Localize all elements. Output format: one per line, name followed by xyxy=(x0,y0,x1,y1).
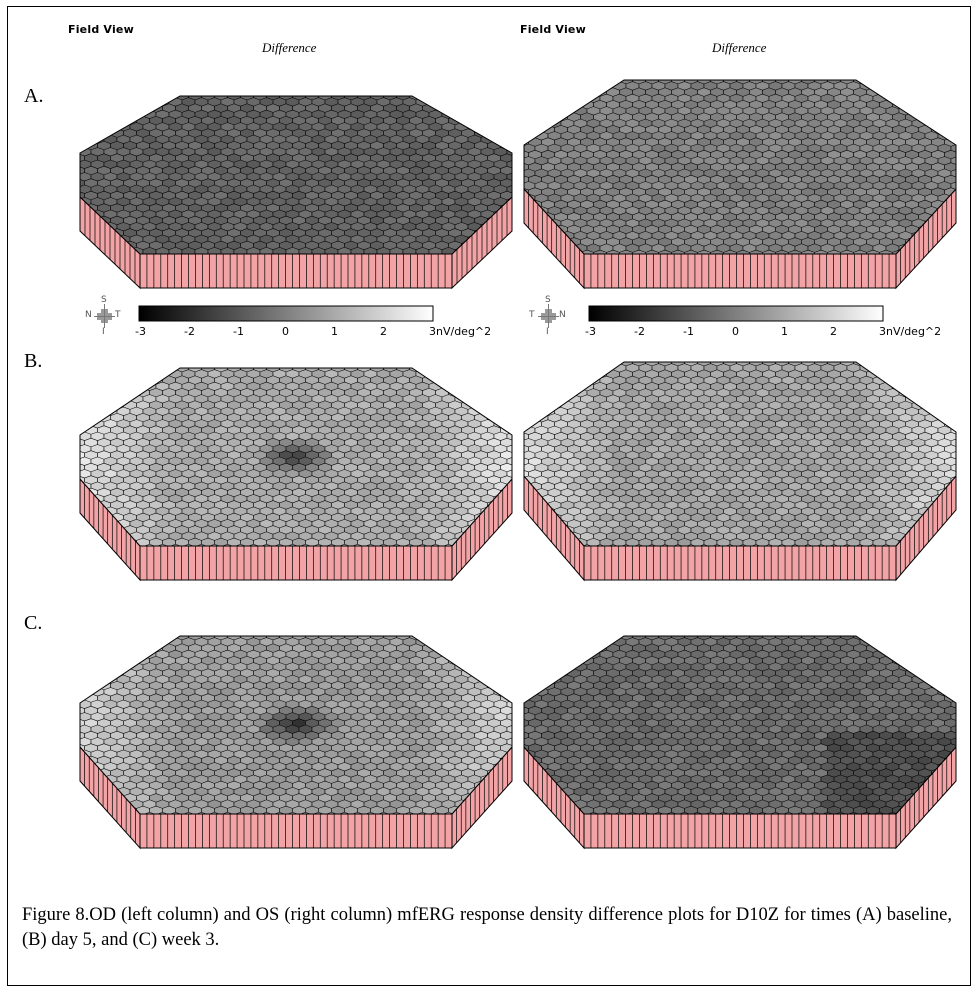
colorbar-tick: -1 xyxy=(233,325,244,338)
compass-right-bottom: I xyxy=(546,327,549,337)
colorbar-left xyxy=(138,305,434,322)
colorbar-gradient xyxy=(138,305,434,322)
plot-b-od xyxy=(79,367,513,582)
colorbar-tick: -1 xyxy=(683,325,694,338)
plot-b-os xyxy=(523,361,957,582)
colorbar-gradient xyxy=(588,305,884,322)
compass-left-bottom: I xyxy=(102,327,105,337)
colorbar-tick: -2 xyxy=(184,325,195,338)
compass-cross-icon xyxy=(94,304,115,328)
compass-left-left: N xyxy=(85,310,92,320)
colorbar-tick: 1 xyxy=(331,325,338,338)
plot-a-od xyxy=(79,95,513,290)
compass-right-left: T xyxy=(529,310,535,320)
compass-right-right: N xyxy=(559,310,566,320)
colorbar-tick: 0 xyxy=(282,325,289,338)
difference-label-right: Difference xyxy=(712,40,767,55)
row-label-c: C. xyxy=(24,612,43,634)
colorbar-tick: 2 xyxy=(830,325,837,338)
compass-left: S I N T xyxy=(85,295,122,337)
colorbar-tick: -3 xyxy=(585,325,596,338)
compass-left-top: S xyxy=(101,295,107,305)
field-view-label-right: Field View xyxy=(520,23,586,36)
colorbar-tick: -3 xyxy=(135,325,146,338)
difference-label-left: Difference xyxy=(262,40,317,55)
row-label-b: B. xyxy=(24,350,43,372)
field-view-label-left: Field View xyxy=(68,23,134,36)
compass-cross-icon xyxy=(538,304,559,328)
plot-c-os xyxy=(523,635,957,850)
plot-c-od xyxy=(79,635,513,850)
figure-frame xyxy=(7,6,971,986)
compass-right-top: S xyxy=(545,295,551,305)
compass-left-right: T xyxy=(115,310,121,320)
plot-a-os xyxy=(523,79,957,290)
compass-right: S I T N xyxy=(529,295,566,337)
colorbar-tick: 1 xyxy=(781,325,788,338)
colorbar-tick: 3nV/deg^2 xyxy=(879,325,942,338)
row-label-a: A. xyxy=(24,85,44,107)
colorbar-tick: 0 xyxy=(732,325,739,338)
colorbar-tick: 2 xyxy=(380,325,387,338)
colorbar-right xyxy=(588,305,884,322)
colorbar-tick: -2 xyxy=(634,325,645,338)
figure-caption: Figure 8.OD (left column) and OS (right … xyxy=(22,905,952,950)
colorbar-tick: 3nV/deg^2 xyxy=(429,325,492,338)
